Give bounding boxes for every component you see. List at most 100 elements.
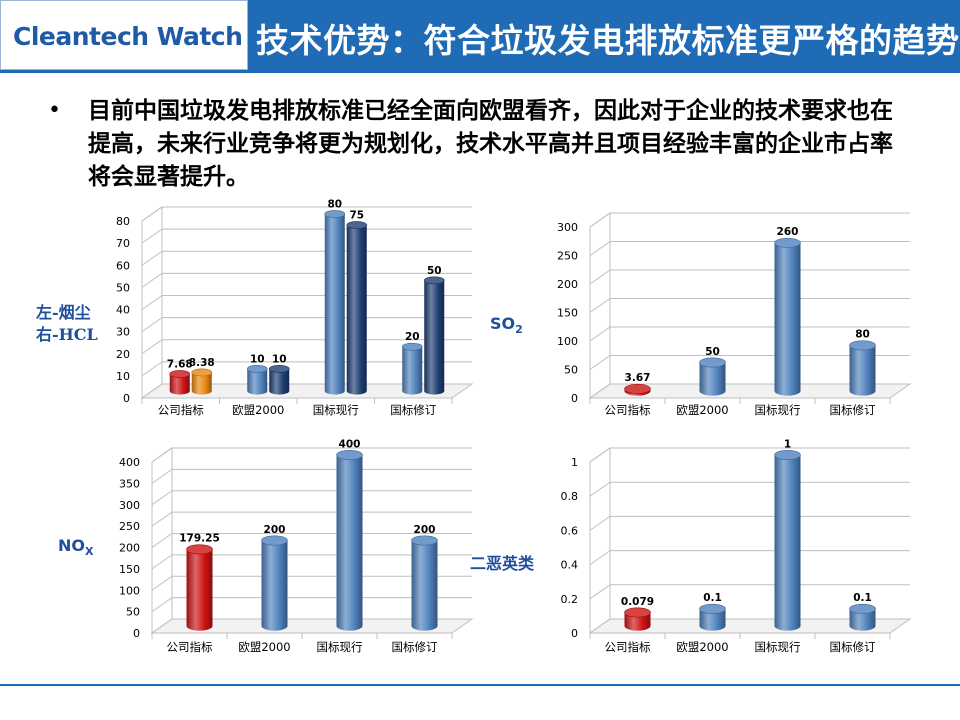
bar: [699, 603, 726, 631]
data-label: 1: [784, 438, 791, 450]
y-tick-label: 30: [116, 326, 130, 339]
x-category-label: 国标修订: [390, 403, 436, 417]
y-tick-label: 150: [119, 563, 140, 576]
bar-cap: [849, 340, 876, 351]
bar: [699, 357, 726, 396]
bar: [423, 276, 445, 395]
bar-body: [411, 540, 438, 631]
bar: [268, 364, 290, 395]
data-label: 10: [272, 353, 287, 365]
x-category-label: 国标现行: [755, 640, 801, 654]
gridline: [589, 241, 910, 256]
y-tick-label: 0: [571, 392, 578, 405]
bar-body: [699, 608, 726, 631]
y-tick-label: 20: [116, 348, 130, 361]
gridline: [589, 383, 910, 399]
bar: [246, 364, 268, 395]
y-tick-label: 200: [119, 542, 140, 555]
gridline: [151, 490, 472, 506]
bullet-text: 目前中国垃圾发电排放标准已经全面向欧盟看齐，因此对于企业的技术要求也在提高，未来…: [88, 97, 893, 190]
gridline: [141, 228, 472, 244]
bar-cap: [191, 368, 213, 377]
y-tick-label: 50: [116, 281, 130, 294]
bar: [186, 544, 213, 631]
gridline: [151, 468, 472, 484]
y-tick-label: 250: [119, 520, 140, 533]
chart-nox: 0 50 100 150 200 250 300 350 400 公司指标 欧盟2000 国标现行 国标…: [119, 438, 474, 654]
x-category-label: 国标修订: [392, 640, 438, 654]
bar: [191, 368, 213, 395]
bar-body: [247, 368, 268, 395]
bar: [774, 237, 801, 396]
bar-cap: [346, 221, 368, 229]
gridline: [151, 575, 472, 591]
bar-cap: [336, 450, 363, 460]
brand-box: Cleantech Watch: [0, 0, 248, 70]
footer-divider: [0, 684, 960, 686]
gridline: [151, 597, 472, 613]
bar-cap: [186, 544, 213, 555]
y-tick-label: 50: [126, 606, 140, 619]
data-label: 0.079: [621, 596, 654, 608]
bar-body: [324, 214, 345, 395]
bar: [346, 221, 368, 395]
bar: [336, 450, 363, 631]
gridline: [589, 269, 910, 285]
gridline: [589, 355, 910, 370]
data-label: 260: [777, 226, 799, 238]
y-tick-label: 300: [557, 221, 578, 234]
bar: [411, 535, 438, 631]
data-label: 80: [327, 198, 342, 210]
y-tick-label: 100: [557, 335, 578, 348]
bar-cap: [774, 237, 801, 248]
data-label: 50: [705, 346, 720, 358]
data-label: 20: [405, 331, 420, 343]
data-label: 200: [264, 524, 286, 536]
bar-cap: [324, 210, 346, 218]
bar: [774, 450, 801, 631]
gridline: [589, 618, 910, 634]
bar-body: [774, 242, 801, 396]
y-tick-label: 70: [116, 237, 130, 250]
y-tick-label: 80: [116, 215, 130, 228]
bar-cap: [268, 364, 290, 373]
header-divider: [0, 70, 960, 73]
bar-cap: [774, 450, 801, 460]
bar-body: [186, 549, 213, 631]
data-label: 400: [339, 438, 361, 450]
bar: [849, 340, 876, 396]
bar-body: [402, 346, 423, 395]
y-tick-label: 60: [116, 259, 130, 272]
dust-label: 左-烟尘: [36, 303, 91, 322]
gridline: [589, 212, 910, 228]
gridline: [589, 515, 910, 531]
gridline: [141, 295, 472, 310]
x-category-label: 国标现行: [755, 403, 801, 417]
gridline: [589, 550, 910, 566]
bar-body: [169, 374, 190, 395]
so2-label-sub: 2: [515, 323, 523, 337]
gridline: [141, 206, 472, 222]
y-tick-label: 10: [116, 370, 130, 383]
bar-cap: [699, 357, 726, 368]
bar-cap: [849, 603, 876, 614]
y-tick-label: 0.2: [561, 593, 579, 606]
data-label: 3.67: [625, 372, 651, 384]
hcl-label: 右-HCL: [36, 325, 98, 344]
gridline: [589, 326, 910, 342]
header: Cleantech Watch 技术优势：符合垃圾发电排放标准更严格的趋势: [0, 0, 960, 73]
data-label: 80: [855, 329, 870, 341]
bar-body: [774, 455, 801, 631]
bar-cap: [261, 535, 288, 546]
bar-body: [624, 612, 651, 631]
gridline: [141, 383, 472, 399]
bar: [324, 210, 346, 395]
y-tick-label: 50: [564, 364, 578, 377]
bar-body: [346, 225, 367, 395]
x-category-label: 公司指标: [167, 640, 213, 654]
data-label: 75: [349, 209, 364, 221]
bar-body: [699, 362, 726, 396]
brand-logo-text: Cleantech Watch: [13, 22, 243, 51]
y-tick-label: 0.6: [561, 524, 579, 537]
nox-label-main: NO: [58, 536, 85, 555]
